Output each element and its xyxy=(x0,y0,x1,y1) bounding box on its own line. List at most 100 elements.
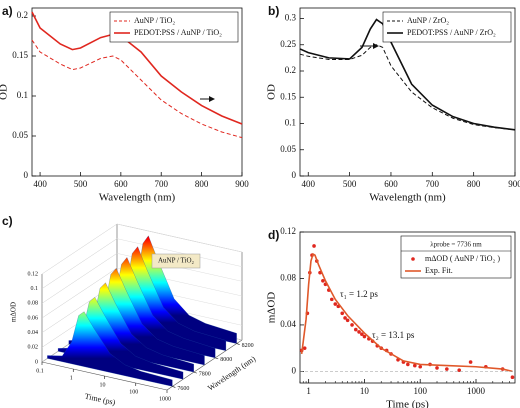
grid-line xyxy=(116,238,243,267)
x-tick-label: 100 xyxy=(129,389,138,395)
y-axis-label: OD xyxy=(266,84,278,100)
y-axis-label: OD xyxy=(0,84,10,100)
y-tick-label: 0.08 xyxy=(280,273,296,283)
panel-label: c) xyxy=(2,214,13,228)
grid-line xyxy=(41,223,118,275)
data-point xyxy=(468,360,473,364)
annotation: AuNP / TiO₂ xyxy=(158,257,195,265)
x-tick-label: 600 xyxy=(114,179,128,189)
grid-line xyxy=(116,223,243,253)
series-line xyxy=(300,252,513,373)
legend-title: λprobe = 7736 nm xyxy=(430,241,482,249)
x-tick-label: 900 xyxy=(235,179,249,189)
y-tick-label: 0.15 xyxy=(12,50,28,60)
series-line xyxy=(31,39,243,139)
panel-label: d) xyxy=(268,228,279,242)
panel-label: a) xyxy=(2,4,13,18)
x-tick-label: 800 xyxy=(467,179,481,189)
data-point xyxy=(360,332,364,337)
axis-edge xyxy=(166,339,243,391)
data-point xyxy=(345,318,350,323)
y-tick-label: 0 xyxy=(24,170,29,180)
x-tick-label: 400 xyxy=(302,179,316,189)
data-point xyxy=(418,364,423,369)
z-tick-label: 0.04 xyxy=(28,330,39,336)
grid-line xyxy=(41,267,118,319)
y-tick-label: 0.2 xyxy=(17,10,28,20)
plot-frame xyxy=(31,7,243,177)
x-tick-label: 0.1 xyxy=(36,368,44,374)
y-tick-label: 0.1 xyxy=(285,118,296,128)
z-tick-label: 0.1 xyxy=(31,286,39,292)
y-tick-label: 0 xyxy=(292,365,297,375)
legend-box xyxy=(109,11,239,43)
x-axis-label: Wavelength (nm) xyxy=(99,192,176,204)
data-point xyxy=(353,327,358,332)
z-axis-label: mΔOD xyxy=(10,302,18,322)
x-axis-label: Time (ps) xyxy=(386,399,429,408)
x-tick-label: 600 xyxy=(384,179,398,189)
data-point xyxy=(329,297,334,302)
data-point xyxy=(406,362,410,367)
y-tick-label: 0.05 xyxy=(280,144,296,154)
data-point xyxy=(350,323,354,327)
data-point xyxy=(445,367,449,371)
x-tick-label: 1000 xyxy=(159,396,171,402)
x-axis-label: Time (ps) xyxy=(84,392,117,407)
legend-box xyxy=(382,11,512,43)
annotation-box xyxy=(151,253,201,269)
y-tick-label: 0.05 xyxy=(12,130,28,140)
y-tick xyxy=(236,343,240,345)
data-point xyxy=(333,302,338,306)
y-tick xyxy=(193,371,197,374)
data-point xyxy=(302,346,307,350)
x-tick-label: 800 xyxy=(195,179,209,189)
y-axis-label: mΔOD xyxy=(266,292,278,324)
annotation: τ₂ = 13.1 ps xyxy=(372,330,415,340)
panel-label: b) xyxy=(268,4,279,18)
x-tick-label: 1000 xyxy=(467,386,486,396)
z-tick-label: 0 xyxy=(35,359,38,365)
z-tick-label: 0.12 xyxy=(28,271,39,277)
z-tick-label: 0.06 xyxy=(28,315,39,321)
x-tick-label: 500 xyxy=(74,179,88,189)
data-point xyxy=(343,316,347,320)
z-tick-label: 0.02 xyxy=(28,345,39,351)
x-tick-label: 1 xyxy=(306,386,311,396)
y-tick-label: 8000 xyxy=(220,357,232,363)
legend-label: Exp. Fit. xyxy=(425,266,453,275)
data-point xyxy=(510,375,515,379)
legend-label: mΔOD ( AuNP / TiO₂ ) xyxy=(425,254,500,263)
data-point xyxy=(321,278,325,283)
z-tick-label: 0.08 xyxy=(28,301,39,307)
x-tick-label: 10 xyxy=(360,386,370,396)
series-line xyxy=(299,18,516,131)
legend-label: AuNP / ZrO₂ xyxy=(407,16,449,25)
x-tick-label: 900 xyxy=(508,179,520,189)
annotation: τ₁ = 1.2 ps xyxy=(340,289,378,299)
y-tick-label: 0.12 xyxy=(280,226,296,236)
data-point xyxy=(340,311,345,316)
grid-line xyxy=(41,253,118,304)
data-point xyxy=(413,363,417,368)
y-tick-label: 0.25 xyxy=(280,39,296,49)
y-tick-label: 0 xyxy=(292,170,297,180)
x-tick-label: 10 xyxy=(100,382,106,388)
x-tick-label: 100 xyxy=(413,386,427,396)
data-point xyxy=(362,334,367,339)
x-tick-label: 700 xyxy=(426,179,440,189)
plot-frame xyxy=(299,231,516,384)
data-point xyxy=(357,330,361,334)
y-tick xyxy=(215,357,219,360)
data-point xyxy=(312,244,316,248)
grid-line xyxy=(41,238,118,289)
x-tick-label: 1 xyxy=(70,375,73,381)
y-tick xyxy=(172,386,176,388)
x-tick-label: 700 xyxy=(154,179,168,189)
y-tick-label: 7800 xyxy=(199,372,211,378)
y-tick-label: 0.04 xyxy=(280,319,296,329)
y-tick-label: 0.2 xyxy=(285,65,296,75)
legend-label: AuNP / TiO₂ xyxy=(134,16,175,25)
legend-swatch xyxy=(411,257,415,261)
